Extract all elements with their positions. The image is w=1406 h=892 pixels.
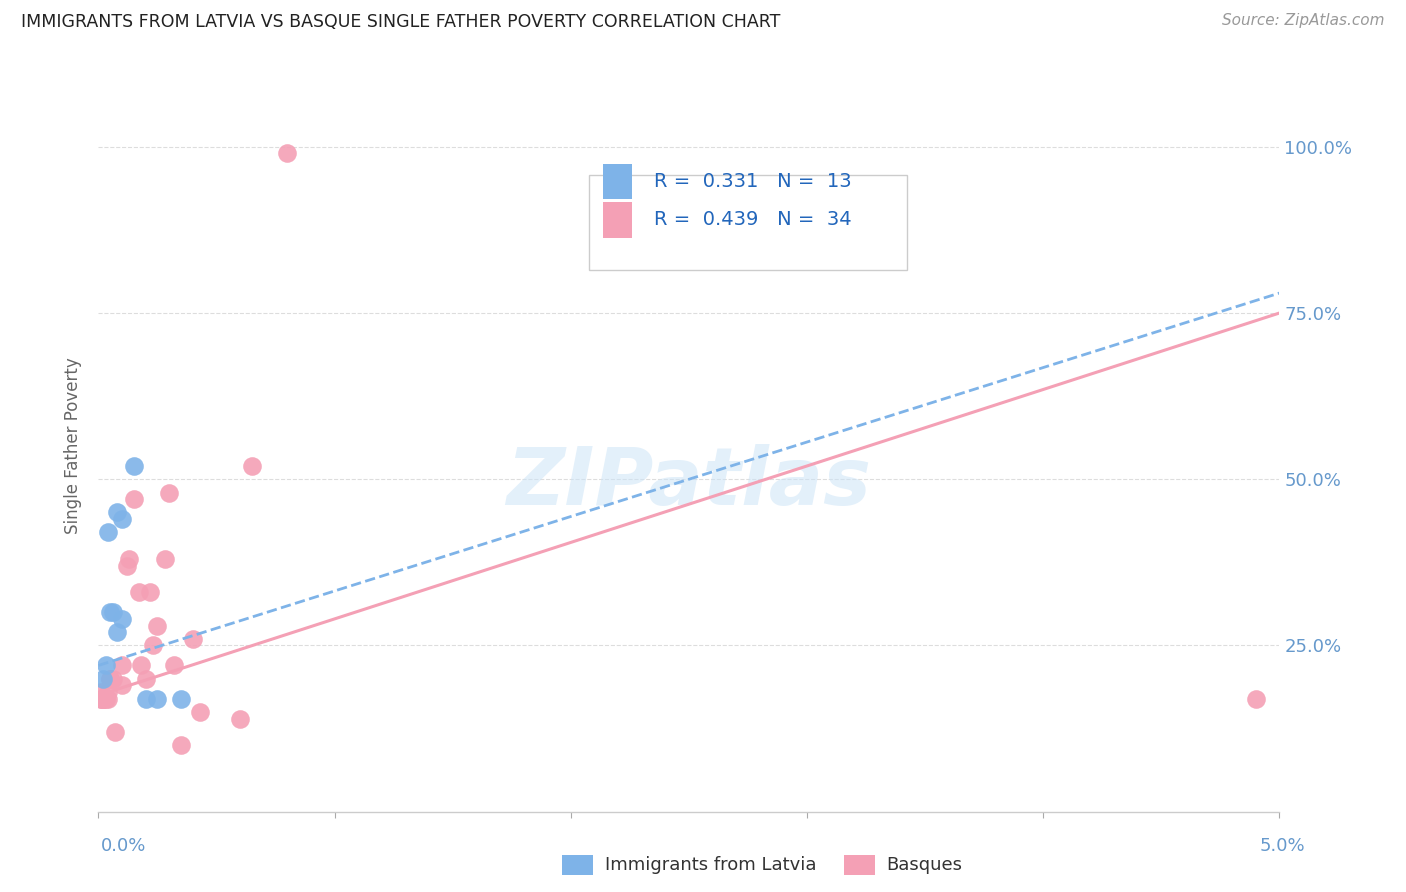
Point — [90, 691, 112, 706]
Point — [111, 658, 134, 673]
Point — [153, 552, 176, 566]
Text: ZIPatlas: ZIPatlas — [506, 443, 872, 522]
Point — [101, 605, 124, 619]
Point — [135, 672, 157, 686]
Point — [105, 506, 128, 520]
Point — [229, 712, 252, 726]
Point — [90, 691, 112, 706]
Point — [98, 672, 121, 686]
Point — [129, 658, 152, 673]
Point — [91, 691, 114, 706]
Point — [98, 672, 121, 686]
Point — [98, 605, 121, 619]
Y-axis label: Single Father Poverty: Single Father Poverty — [65, 358, 83, 534]
Text: Basques: Basques — [886, 856, 962, 874]
Point — [91, 691, 114, 706]
Point — [111, 678, 134, 692]
Text: Immigrants from Latvia: Immigrants from Latvia — [605, 856, 815, 874]
Point — [170, 691, 193, 706]
Text: IMMIGRANTS FROM LATVIA VS BASQUE SINGLE FATHER POVERTY CORRELATION CHART: IMMIGRANTS FROM LATVIA VS BASQUE SINGLE … — [21, 13, 780, 31]
Point — [181, 632, 204, 646]
Point — [94, 658, 117, 673]
FancyBboxPatch shape — [589, 176, 907, 270]
Point — [111, 612, 134, 626]
Point — [101, 672, 124, 686]
Point — [90, 685, 112, 699]
Point — [139, 585, 162, 599]
Text: 0.0%: 0.0% — [101, 837, 146, 855]
Point — [276, 146, 298, 161]
Point — [122, 458, 145, 473]
Point — [1244, 691, 1267, 706]
Point — [97, 685, 120, 699]
Text: R =  0.331   N =  13: R = 0.331 N = 13 — [654, 172, 851, 191]
Point — [118, 552, 141, 566]
FancyBboxPatch shape — [603, 202, 633, 237]
Point — [170, 738, 193, 752]
Point — [122, 492, 145, 507]
Point — [91, 672, 114, 686]
FancyBboxPatch shape — [603, 163, 633, 199]
Point — [135, 691, 157, 706]
Point — [94, 691, 117, 706]
Point — [146, 691, 169, 706]
Point — [128, 585, 150, 599]
Point — [91, 691, 114, 706]
Text: Source: ZipAtlas.com: Source: ZipAtlas.com — [1222, 13, 1385, 29]
Text: 5.0%: 5.0% — [1260, 837, 1305, 855]
Point — [115, 558, 138, 573]
Point — [157, 485, 180, 500]
Point — [111, 512, 134, 526]
Text: R =  0.439   N =  34: R = 0.439 N = 34 — [654, 211, 851, 229]
Point — [105, 625, 128, 640]
Point — [188, 705, 211, 719]
Point — [97, 691, 120, 706]
Point — [163, 658, 186, 673]
Point — [97, 525, 120, 540]
Point — [142, 639, 165, 653]
Point — [240, 458, 263, 473]
Point — [146, 618, 169, 632]
Point — [104, 725, 127, 739]
